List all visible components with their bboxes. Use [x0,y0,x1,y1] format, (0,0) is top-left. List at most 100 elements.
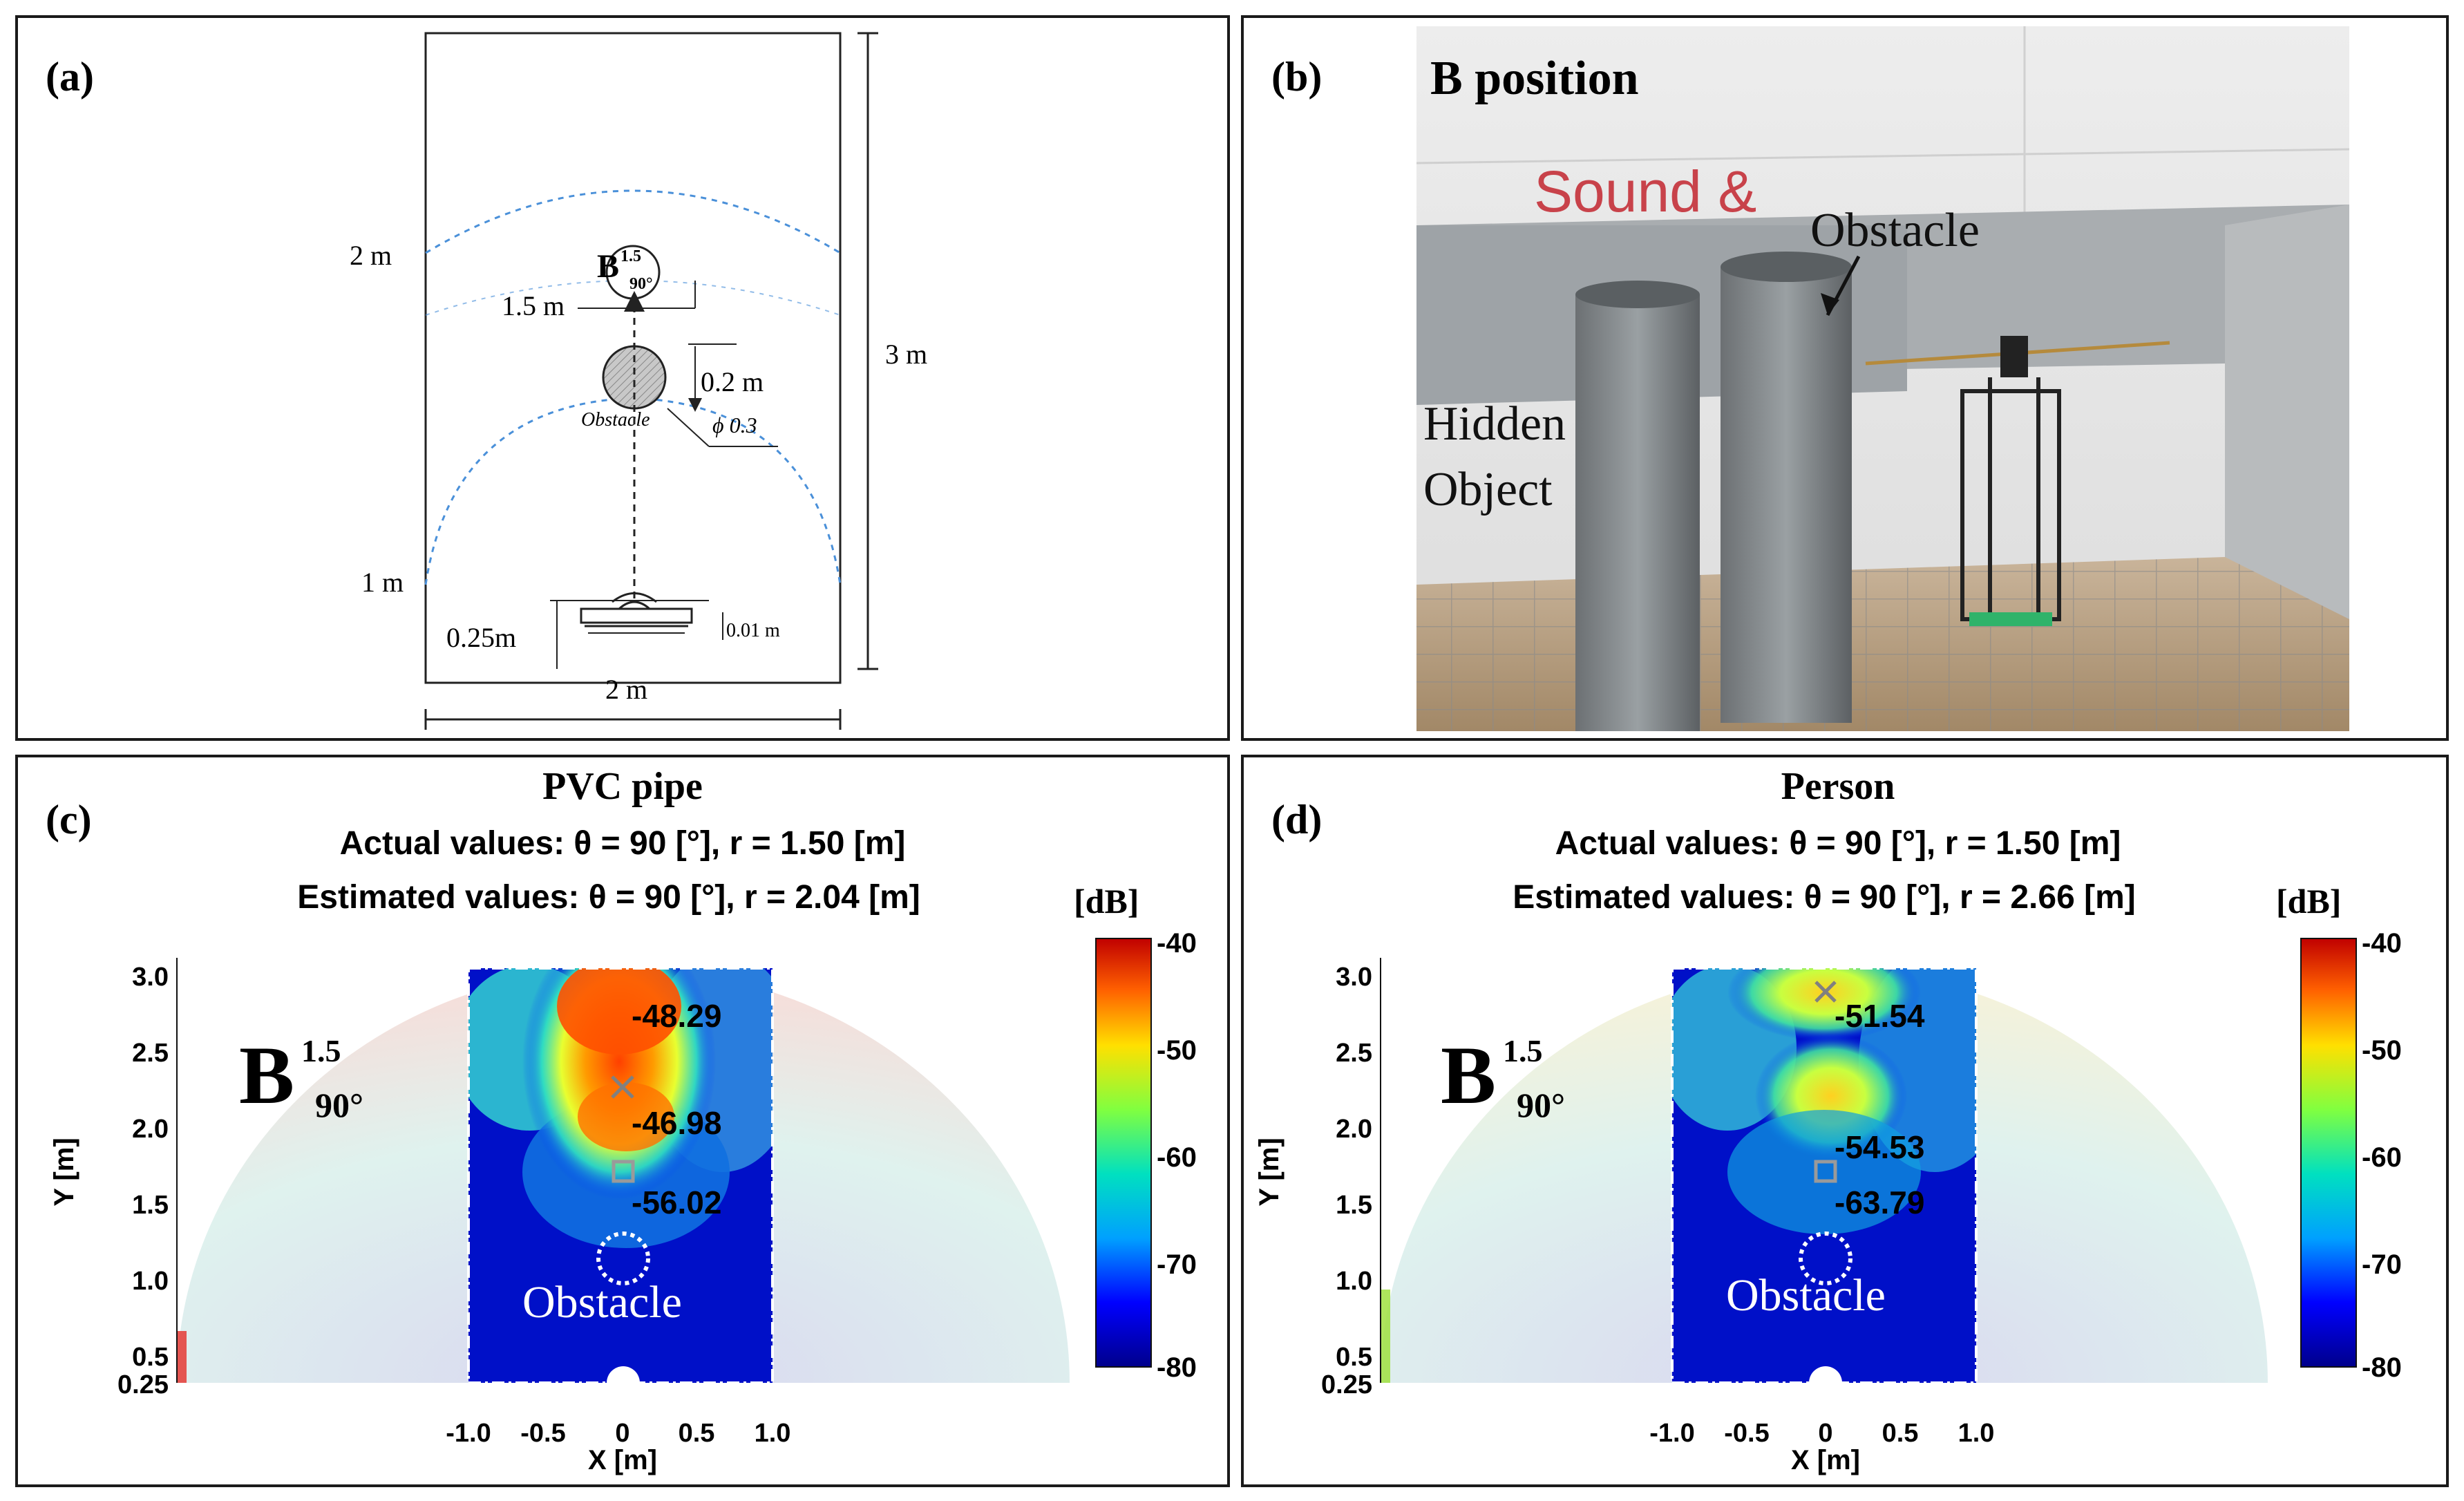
panel-a-schematic: (a) 2 m 1 m 3 m 2 m B 1.5 90° 1.5 m 0.2 … [15,15,1230,741]
y-tick: 2.0 [1336,1115,1372,1144]
y-tick: 0.25 [1321,1370,1372,1399]
obstacle-label: Obstacle [581,409,650,431]
y-tick: 0.25 [117,1370,169,1399]
y-tick: 2.5 [1336,1039,1372,1068]
annotation-3: -56.02 [632,1184,721,1220]
arc-2m [425,189,841,254]
y-tick: 3.0 [1336,963,1372,992]
y-tick: 3.0 [132,963,169,992]
annotation-2: -54.53 [1835,1129,1924,1165]
y-tick: 1.5 [1336,1191,1372,1220]
actual-values: Actual values: θ = 90 [°], r = 1.50 [m] [1555,825,2121,862]
room-outline [424,32,842,684]
y-tick: 1.0 [132,1267,169,1296]
estimated-marker [1814,981,1837,1003]
width-label: 2 m [605,674,647,705]
y-tick: 0.5 [1336,1343,1372,1372]
obstacle-photo-label: Obstacle [1810,204,1980,257]
arc-2m-label: 2 m [350,240,392,271]
x-axis-label: X [m] [588,1445,657,1475]
y-tick: 1.0 [1336,1267,1372,1296]
cbar-tick: -60 [2362,1142,2402,1173]
target-distance-label: 1.5 m [502,290,565,321]
cbar-tick: -40 [1157,928,1197,959]
actual-marker [1814,1160,1837,1183]
photo: Sound & [1416,26,2350,731]
y-tick: 1.5 [132,1191,169,1220]
x-tick: -1.0 [1649,1419,1694,1448]
panel-d-heatmap: (d) Person Actual values: θ = 90 [°], r … [1241,755,2449,1487]
obstacle-outline [1799,1231,1852,1285]
target-sub: 90° [629,275,653,293]
cbar-tick: -60 [1157,1142,1197,1173]
plot-title: PVC pipe [542,765,703,808]
x-tick: 0.5 [679,1419,715,1448]
hidden-label-line1: Hidden [1423,397,1566,451]
cbar-tick: -80 [2362,1352,2402,1383]
x-tick: 0 [1818,1419,1832,1448]
panel-c-label: (c) [46,797,92,842]
cbar-tick: -40 [2362,928,2402,959]
colorbar-unit: [dB] [2276,882,2341,921]
b-sub: 90° [315,1086,363,1124]
actual-marker [612,1160,635,1183]
spacing-label: 0.01 m [726,620,780,641]
cbar-tick: -80 [1157,1352,1197,1383]
target-sup: 1.5 [620,247,641,265]
offset-label: 0.25m [446,622,516,653]
b-sub: 90° [1517,1086,1565,1124]
x-tick: 1.0 [755,1419,791,1448]
hidden-object-pipe [1575,287,1700,731]
colorbar-unit: [dB] [1074,882,1139,921]
annotation-1: -51.54 [1835,998,1925,1034]
b-label: B [239,1029,294,1121]
panel-b-label: (b) [1271,54,1322,100]
cbar-tick: -50 [1157,1035,1197,1066]
y-axis-label: Y [m] [1254,1137,1285,1206]
panel-b-photo: (b) Sound & [1241,15,2449,741]
photo-title: B position [1430,52,1639,105]
x-tick: -0.5 [1724,1419,1769,1448]
actual-values: Actual values: θ = 90 [°], r = 1.50 [m] [340,825,906,862]
b-sup: 1.5 [1503,1033,1543,1068]
x-tick: -0.5 [520,1419,565,1448]
cbar-tick: -70 [2362,1249,2402,1280]
estimated-values: Estimated values: θ = 90 [°], r = 2.66 [… [1513,879,2136,916]
obstacle-text: Obstacle [1726,1270,1886,1321]
estimated-marker [611,1075,634,1099]
panel-a-label: (a) [46,54,94,100]
x-tick: 0 [615,1419,629,1448]
estimated-values: Estimated values: θ = 90 [°], r = 2.04 [… [297,879,920,916]
x-tick: 0.5 [1882,1419,1919,1448]
panel-c-heatmap: (c) PVC pipe Actual values: θ = 90 [°], … [15,755,1230,1487]
y-tick: 2.0 [132,1115,169,1144]
b-label: B [1441,1029,1496,1121]
x-axis-label: X [m] [1791,1445,1860,1475]
obstacle-text: Obstacle [522,1277,682,1328]
x-tick: -1.0 [446,1419,491,1448]
y-axis-label: Y [m] [49,1137,79,1206]
height-label: 3 m [885,339,927,370]
hidden-label-line2: Object [1423,463,1553,516]
heatmap-region [1672,968,1976,1383]
arc-1-5m [425,280,841,316]
obstacle-pipe [1721,258,1852,723]
colorbar [1095,938,1152,1368]
annotation-3: -63.79 [1835,1184,1924,1220]
gap-label: 0.2 m [701,366,764,397]
b-sup: 1.5 [301,1033,341,1068]
arc-1m [424,397,842,585]
array-marker [1809,1366,1842,1383]
arc-1m-label: 1 m [361,567,404,598]
microphone-rig [1865,336,2170,626]
annotation-1: -48.29 [632,998,721,1034]
diameter-label: ϕ 0.3 [712,413,757,437]
y-tick: 2.5 [132,1039,169,1068]
y-tick: 0.5 [132,1343,169,1372]
x-tick: 1.0 [1958,1419,1995,1448]
array-marker [607,1366,640,1383]
target-letter: B [597,248,619,285]
colorbar [2300,938,2357,1368]
cbar-tick: -50 [2362,1035,2402,1066]
cbar-tick: -70 [1157,1249,1197,1280]
